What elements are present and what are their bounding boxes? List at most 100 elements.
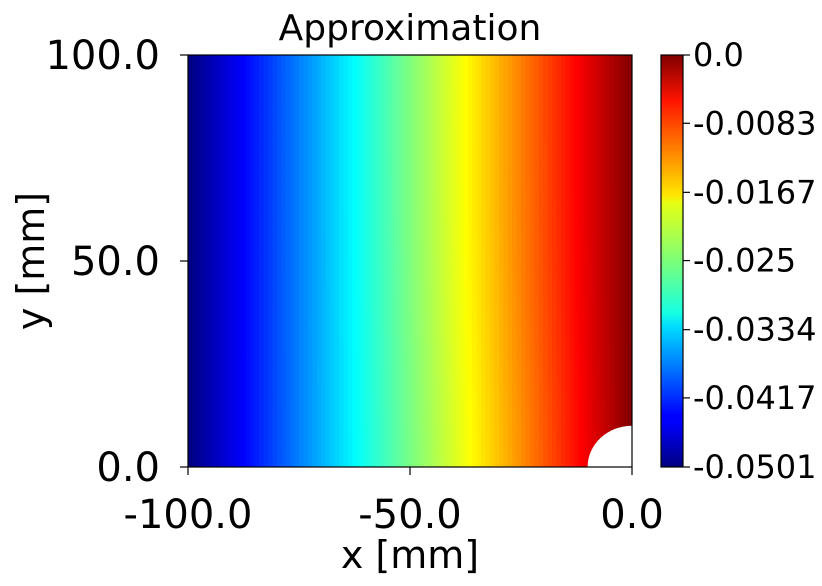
heatmap-cell <box>245 248 251 254</box>
heatmap-cell <box>347 429 353 435</box>
heatmap-cell <box>196 417 202 423</box>
heatmap-cell <box>276 450 282 456</box>
heatmap-cell <box>374 207 380 213</box>
heatmap-cell <box>210 355 216 361</box>
heatmap-cell <box>401 67 407 73</box>
heatmap-cell <box>254 125 260 130</box>
heatmap-cell <box>201 248 207 254</box>
heatmap-cell <box>307 364 313 369</box>
heatmap-cell <box>392 228 398 233</box>
heatmap-cell <box>330 261 336 266</box>
heatmap-cell <box>321 145 327 151</box>
heatmap-cell <box>245 141 251 147</box>
heatmap-cell <box>303 125 309 130</box>
heatmap-cell <box>374 421 380 427</box>
heatmap-cell <box>201 190 207 196</box>
heatmap-cell <box>272 162 278 167</box>
heatmap-cell <box>303 331 309 336</box>
heatmap-cell <box>263 199 269 204</box>
heatmap-cell <box>259 174 265 180</box>
heatmap-cell <box>352 331 358 336</box>
heatmap-cell <box>383 302 389 307</box>
heatmap-cell <box>227 421 233 427</box>
heatmap-cell <box>396 462 402 467</box>
heatmap-cell <box>374 417 380 423</box>
heatmap-cell <box>205 244 211 250</box>
heatmap-cell <box>370 215 376 221</box>
heatmap-cell <box>352 425 358 431</box>
heatmap-cell <box>254 261 260 266</box>
heatmap-cell <box>250 248 256 254</box>
heatmap-cell <box>338 388 344 394</box>
heatmap-cell <box>259 401 265 406</box>
heatmap-cell <box>401 417 407 423</box>
heatmap-cell <box>392 306 398 312</box>
heatmap-cell <box>196 454 202 460</box>
heatmap-cell <box>245 55 251 60</box>
heatmap-cell <box>188 434 194 439</box>
heatmap-cell <box>316 380 322 386</box>
heatmap-cell <box>227 446 233 452</box>
heatmap-cell <box>188 298 194 303</box>
heatmap-cell <box>338 434 344 439</box>
heatmap-cell <box>330 240 336 246</box>
heatmap-cell <box>210 108 216 114</box>
heatmap-cell <box>290 125 296 130</box>
heatmap-cell <box>196 228 202 233</box>
heatmap-cell <box>250 289 256 295</box>
heatmap-cell <box>196 108 202 114</box>
heatmap-cell <box>325 335 331 340</box>
heatmap-cell <box>267 248 273 254</box>
heatmap-cell <box>347 310 353 316</box>
heatmap-cell <box>285 438 291 443</box>
heatmap-cell <box>254 298 260 303</box>
heatmap-cell <box>232 232 238 237</box>
heatmap-cell <box>392 232 398 237</box>
heatmap-cell <box>201 236 207 241</box>
heatmap-cell <box>307 207 313 213</box>
heatmap-cell <box>303 63 309 68</box>
heatmap-cell <box>210 425 216 431</box>
heatmap-cell <box>227 425 233 431</box>
heatmap-cell <box>396 182 402 188</box>
heatmap-cell <box>219 116 225 122</box>
heatmap-cell <box>396 314 402 320</box>
heatmap-cell <box>227 322 233 328</box>
heatmap-cell <box>188 133 194 138</box>
heatmap-cell <box>392 384 398 390</box>
heatmap-cell <box>232 269 238 274</box>
heatmap-cell <box>321 318 327 324</box>
heatmap-cell <box>392 355 398 361</box>
heatmap-cell <box>383 401 389 406</box>
heatmap-cell <box>396 162 402 167</box>
heatmap-cell <box>236 293 242 299</box>
heatmap-cell <box>281 289 287 295</box>
heatmap-cell <box>188 265 194 270</box>
heatmap-cell <box>330 141 336 147</box>
heatmap-cell <box>330 458 336 464</box>
heatmap-cell <box>232 215 238 221</box>
heatmap-cell <box>276 364 282 369</box>
heatmap-cell <box>263 281 269 287</box>
heatmap-cell <box>352 409 358 415</box>
heatmap-cell <box>374 162 380 167</box>
heatmap-cell <box>356 129 362 134</box>
heatmap-cell <box>267 392 273 398</box>
heatmap-cell <box>276 207 282 213</box>
heatmap-cell <box>307 285 313 291</box>
heatmap-cell <box>325 174 331 180</box>
heatmap-cell <box>370 75 376 81</box>
heatmap-cell <box>396 125 402 130</box>
heatmap-cell <box>205 302 211 307</box>
heatmap-cell <box>219 252 225 258</box>
heatmap-cell <box>343 141 349 147</box>
heatmap-cell <box>205 166 211 171</box>
heatmap-cell <box>347 63 353 68</box>
heatmap-cell <box>401 178 407 184</box>
heatmap-cell <box>303 261 309 266</box>
heatmap-cell <box>316 425 322 431</box>
heatmap-cell <box>343 438 349 443</box>
heatmap-cell <box>365 252 371 258</box>
heatmap-cell <box>285 141 291 147</box>
heatmap-cell <box>370 112 376 118</box>
